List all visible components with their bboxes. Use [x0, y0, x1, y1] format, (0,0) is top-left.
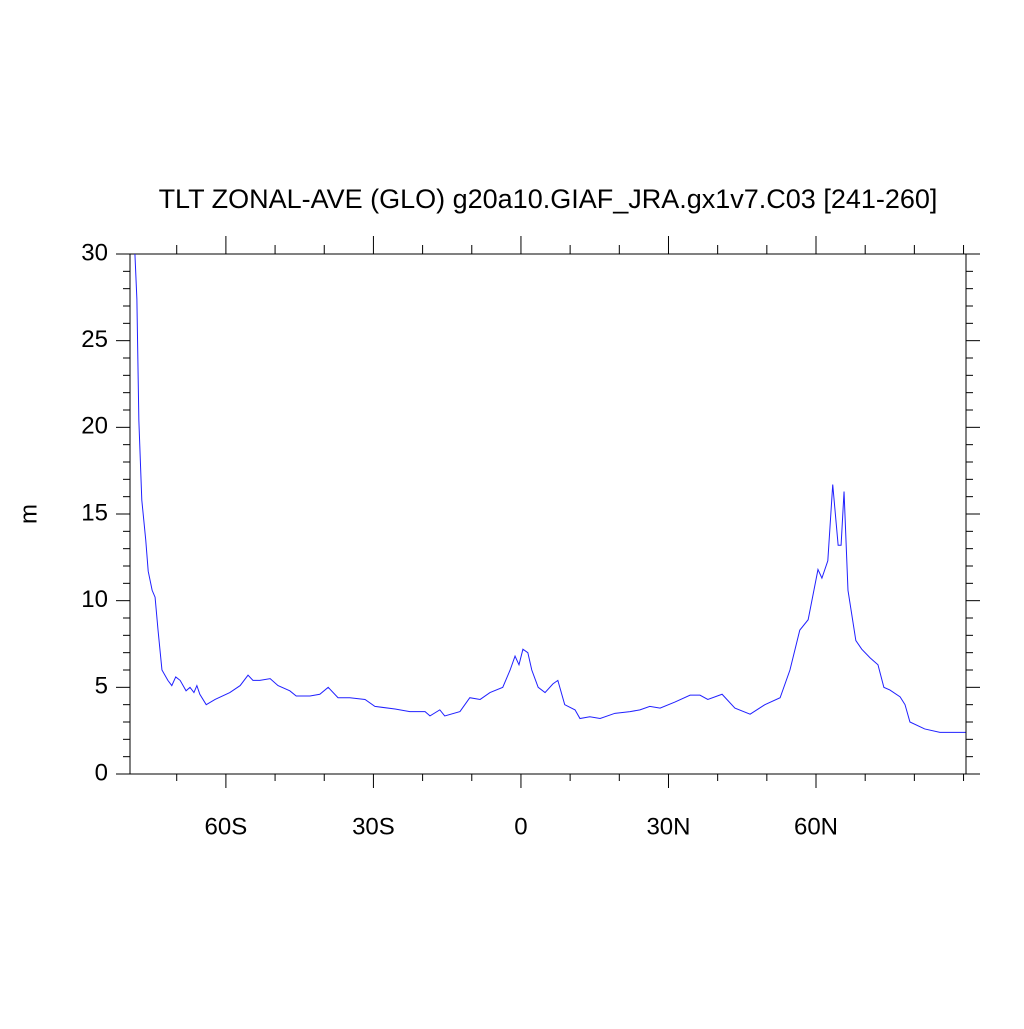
x-tick-label: 60N [794, 813, 838, 840]
y-tick-label: 5 [95, 673, 108, 700]
y-tick-label: 20 [81, 413, 108, 440]
x-tick-label: 30N [646, 813, 690, 840]
y-axis-label: m [15, 504, 42, 524]
x-tick-label: 60S [205, 813, 248, 840]
y-tick-label: 10 [81, 586, 108, 613]
data-line [134, 254, 966, 733]
plot-frame [129, 253, 967, 775]
y-tick-label: 15 [81, 499, 108, 526]
y-tick-label: 30 [81, 239, 108, 266]
x-tick-label: 0 [514, 813, 527, 840]
x-tick-label: 30S [352, 813, 395, 840]
chart-title: TLT ZONAL-AVE (GLO) g20a10.GIAF_JRA.gx1v… [159, 184, 938, 214]
y-tick-label: 0 [95, 759, 108, 786]
y-tick-label: 25 [81, 326, 108, 353]
plot-area [134, 254, 966, 733]
